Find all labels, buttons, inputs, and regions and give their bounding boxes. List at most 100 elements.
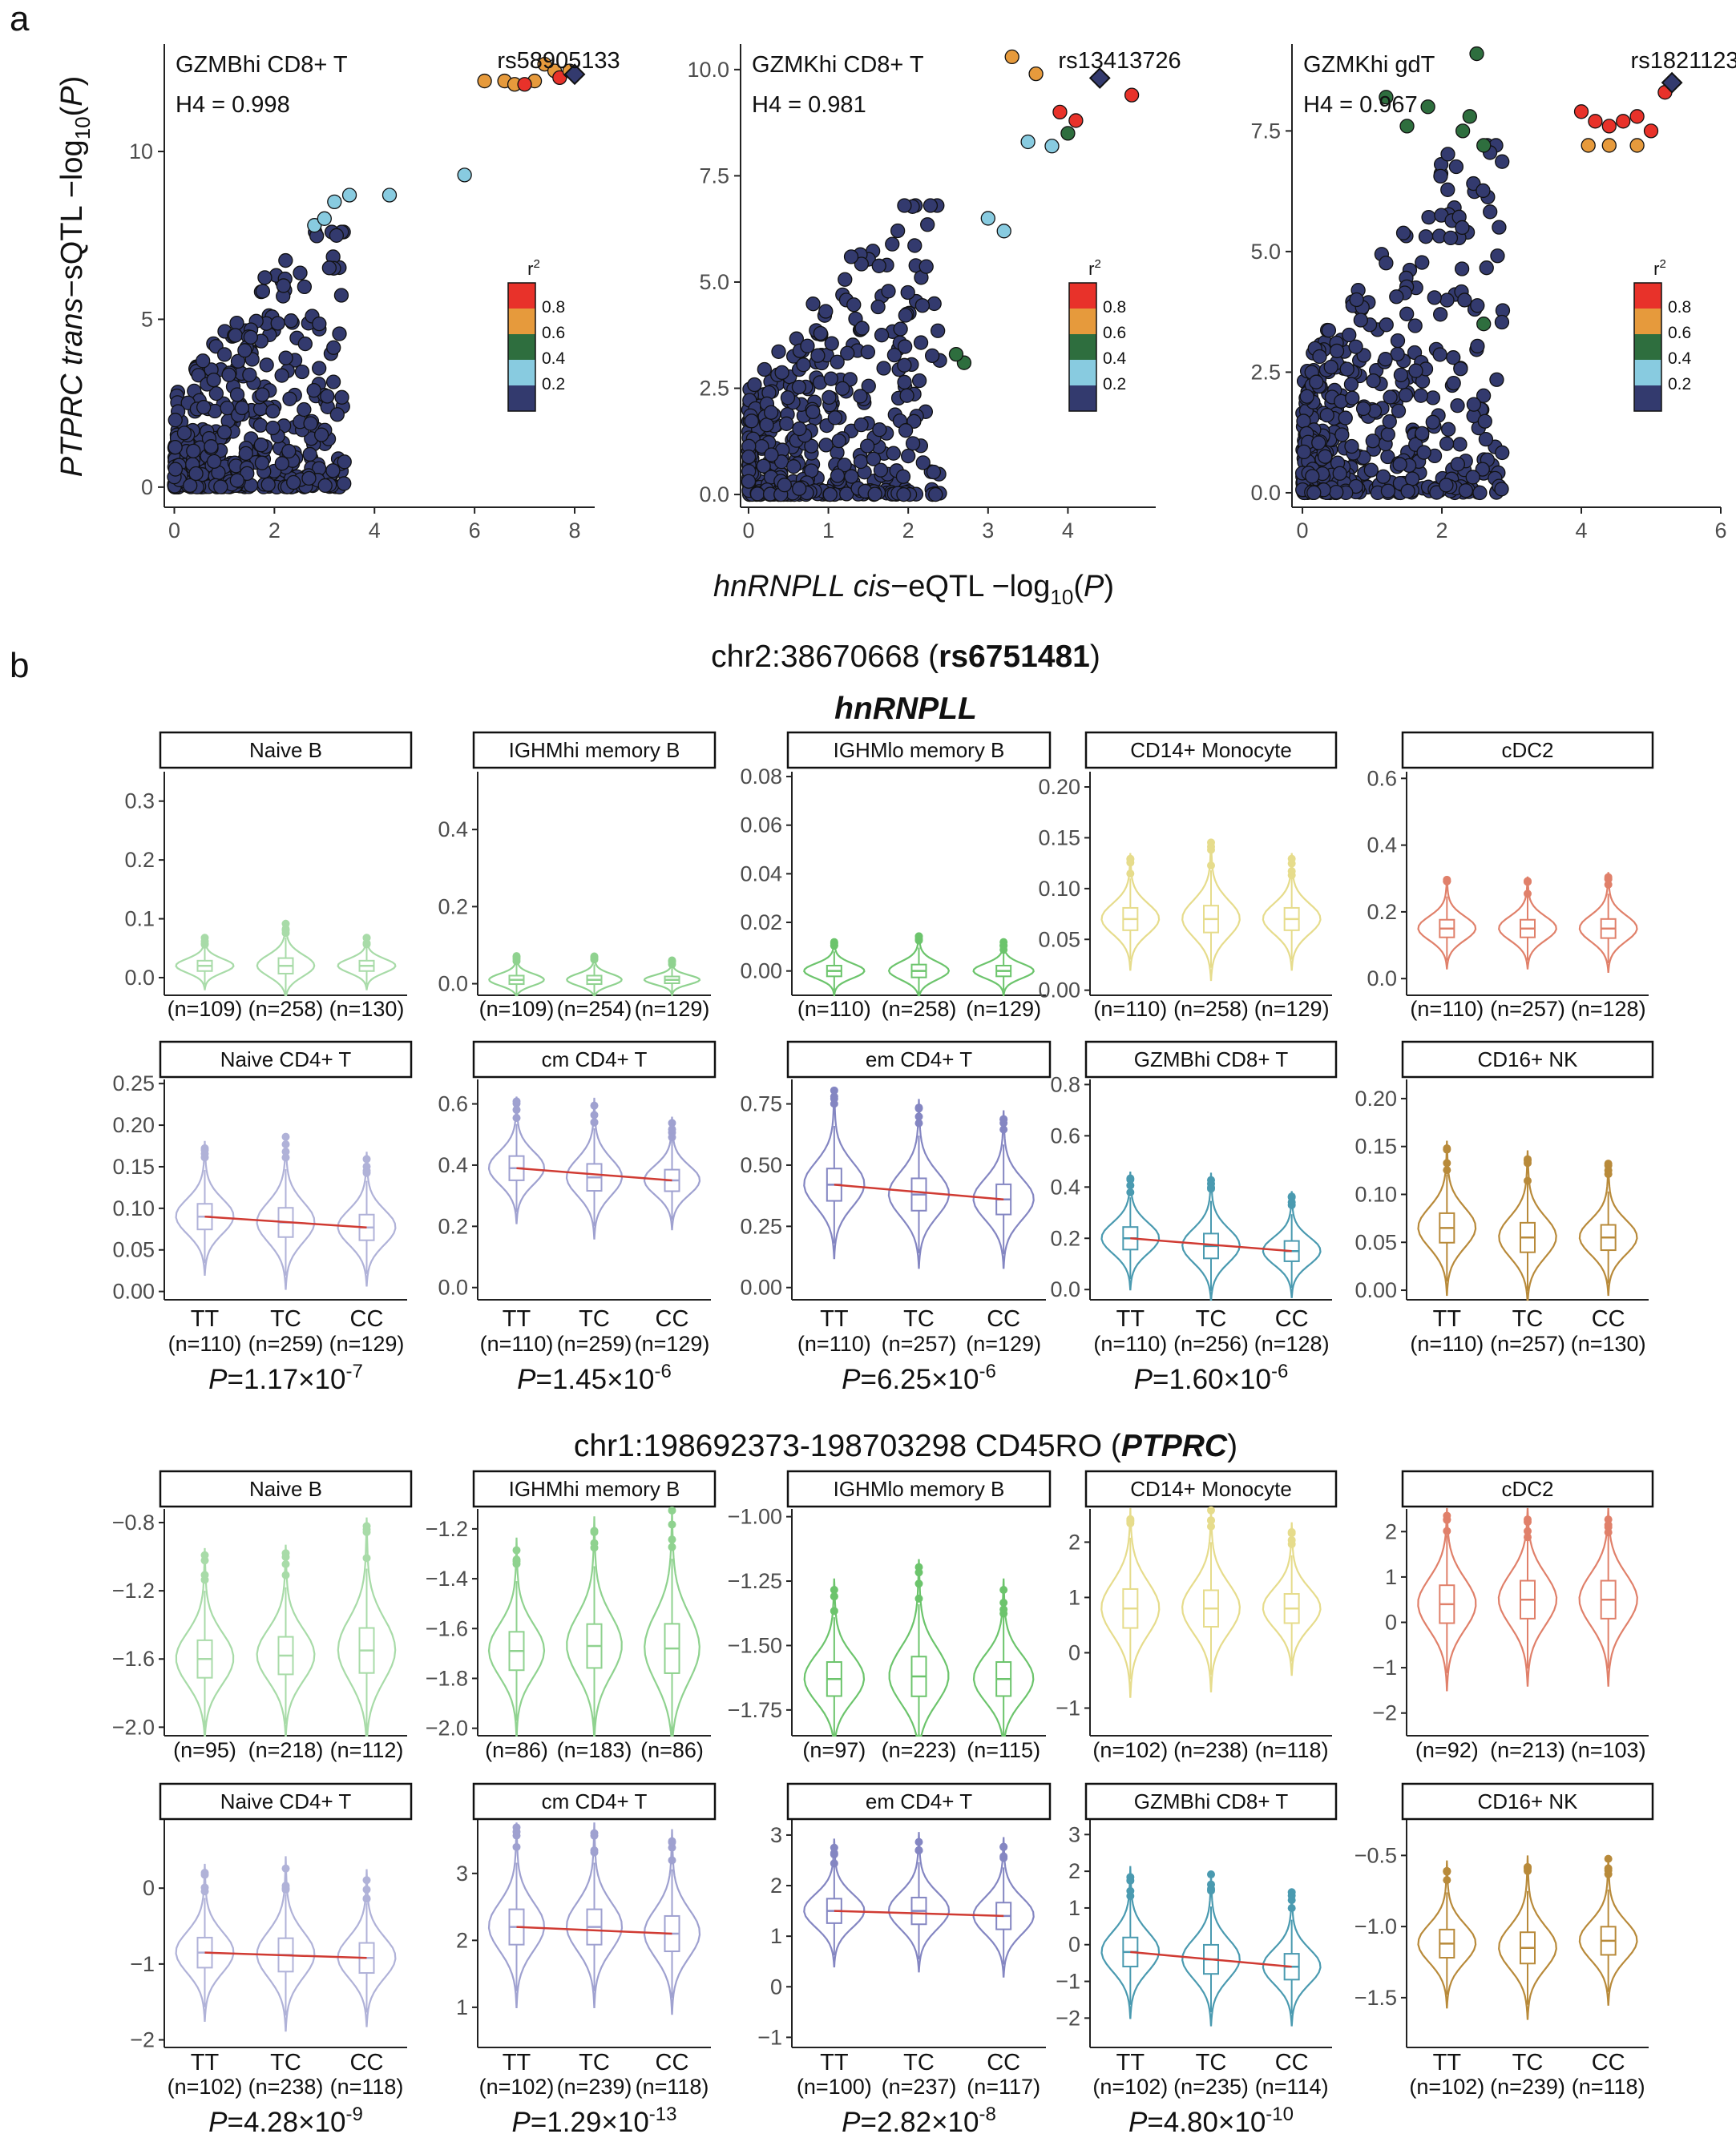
- outlier-point: [668, 1843, 676, 1852]
- outlier-point: [914, 936, 923, 945]
- legend-swatch: [508, 334, 535, 360]
- snp-point: [897, 357, 912, 373]
- snp-point: [228, 328, 243, 343]
- snp-point: [854, 418, 869, 433]
- facet-strip: [786, 731, 1052, 769]
- genotype-label: TT: [503, 2050, 531, 2076]
- violin-TC: [565, 1822, 624, 2008]
- snp-point: [312, 316, 327, 332]
- sample-size: (n=257): [882, 1332, 957, 1356]
- snp-point: [234, 400, 250, 416]
- outlier-point: [1287, 871, 1296, 880]
- sample-size: (n=257): [1490, 997, 1565, 1021]
- outlier-point: [1287, 1200, 1296, 1209]
- outlier-point: [999, 1852, 1008, 1861]
- snp-point: [313, 427, 329, 442]
- snp-point: [1349, 292, 1364, 308]
- snp-point: [1383, 389, 1398, 405]
- snp-point: [321, 260, 337, 276]
- snp-point: [229, 387, 245, 402]
- y-tick-label: 0.4: [1367, 833, 1397, 857]
- outlier-point: [668, 1125, 676, 1134]
- y-tick-label: 0: [1068, 1640, 1080, 1664]
- snp-point: [1616, 114, 1631, 129]
- violin-CC: [972, 1110, 1035, 1269]
- violin-TC: [887, 1832, 951, 1973]
- violin-panel: cm CD4+ T 0.0 0.2 0.4 0.6 (n=110)TT (n=259)TC (…: [438, 1040, 717, 1356]
- snp-point: [168, 462, 184, 477]
- snp-point: [1391, 403, 1407, 418]
- outlier-point: [914, 1837, 923, 1846]
- violin-panel: GZMBhi CD8+ T 0.0 0.2 0.4 0.6 0.8 (n=110)TT (n=…: [1050, 1040, 1338, 1356]
- snp-point: [274, 368, 289, 383]
- r2-legend: r20.8 0.6 0.4 0.2: [507, 257, 566, 412]
- snp-point: [822, 486, 838, 502]
- sample-size: (n=110): [1410, 997, 1484, 1021]
- facet-strip: [1401, 1040, 1654, 1079]
- snp-point: [860, 345, 876, 360]
- snp-point: [1321, 323, 1337, 338]
- outlier-point: [1287, 1529, 1296, 1538]
- outlier-point: [830, 1850, 838, 1859]
- outlier-point: [1524, 890, 1532, 898]
- trend-line: [1130, 1950, 1292, 1968]
- snp-point: [196, 353, 211, 369]
- p-value: P=1.60×10-6: [1134, 1361, 1289, 1395]
- sample-size: (n=130): [1571, 1332, 1646, 1356]
- p-value: P=4.28×10-9: [208, 2104, 363, 2134]
- sample-size: (n=100): [797, 2075, 872, 2099]
- snp-point: [1432, 307, 1448, 322]
- snp-point: [764, 447, 779, 462]
- outlier-point: [668, 1837, 676, 1846]
- y-tick-label: 0.08: [740, 764, 782, 789]
- y-tick-label: 1: [1385, 1565, 1397, 1589]
- snp-point: [337, 454, 352, 470]
- y-tick-label: 0.50: [740, 1153, 782, 1177]
- snp-point: [831, 433, 846, 449]
- outlier-point: [1604, 1854, 1613, 1863]
- y-tick-label: −2: [1372, 1701, 1397, 1725]
- snp-point: [1365, 434, 1380, 449]
- outlier-point: [1126, 1176, 1135, 1184]
- facet-title: Naive B: [249, 1477, 322, 1501]
- snp-point: [874, 328, 890, 343]
- y-tick-label: 0.0: [438, 972, 468, 996]
- legend-swatch: [1634, 360, 1661, 385]
- outlier-point: [1287, 859, 1296, 868]
- violin-panel: CD14+ Monocyte 0.00 0.05 0.10 0.15 0.20 (n=110…: [1038, 731, 1338, 1021]
- outlier-point: [830, 1092, 838, 1101]
- snp-point: [844, 469, 859, 484]
- snp-point: [890, 223, 906, 239]
- facet-title: CD16+ NK: [1478, 1047, 1579, 1071]
- snp-point: [1393, 367, 1409, 383]
- outlier-point: [512, 1546, 521, 1555]
- outlier-point: [1287, 1904, 1296, 1913]
- trend-line: [204, 1215, 367, 1228]
- snp-point: [281, 443, 297, 459]
- sample-size: (n=97): [802, 1738, 866, 1762]
- facet-strip: [1084, 731, 1338, 769]
- snp-point: [1455, 123, 1471, 139]
- y-tick-label: 0.02: [740, 910, 782, 934]
- sample-size: (n=218): [248, 1738, 324, 1762]
- h4-label: H4 = 0.998: [176, 92, 290, 118]
- sample-size: (n=129): [966, 997, 1041, 1021]
- snp-point: [1469, 46, 1484, 62]
- facet-strip: [1401, 1782, 1654, 1821]
- violin-CC: [337, 1869, 397, 2027]
- snp-point: [1439, 436, 1455, 451]
- legend-title: r2: [1653, 257, 1666, 279]
- y-tick-label: 0.75: [740, 1092, 782, 1116]
- facet-title: IGHMhi memory B: [509, 738, 680, 762]
- outlier-point: [1604, 1160, 1613, 1168]
- outlier-point: [200, 1149, 209, 1158]
- genotype-label: CC: [350, 1306, 384, 1332]
- sample-size: (n=102): [1092, 2075, 1168, 2099]
- snp-point: [1318, 449, 1333, 464]
- snp-point: [843, 249, 859, 264]
- snp-point: [176, 426, 192, 441]
- outlier-point: [1604, 1528, 1613, 1537]
- snp-point: [312, 361, 327, 376]
- y-tick-label: 0.6: [438, 1092, 468, 1116]
- snp-point: [824, 336, 839, 351]
